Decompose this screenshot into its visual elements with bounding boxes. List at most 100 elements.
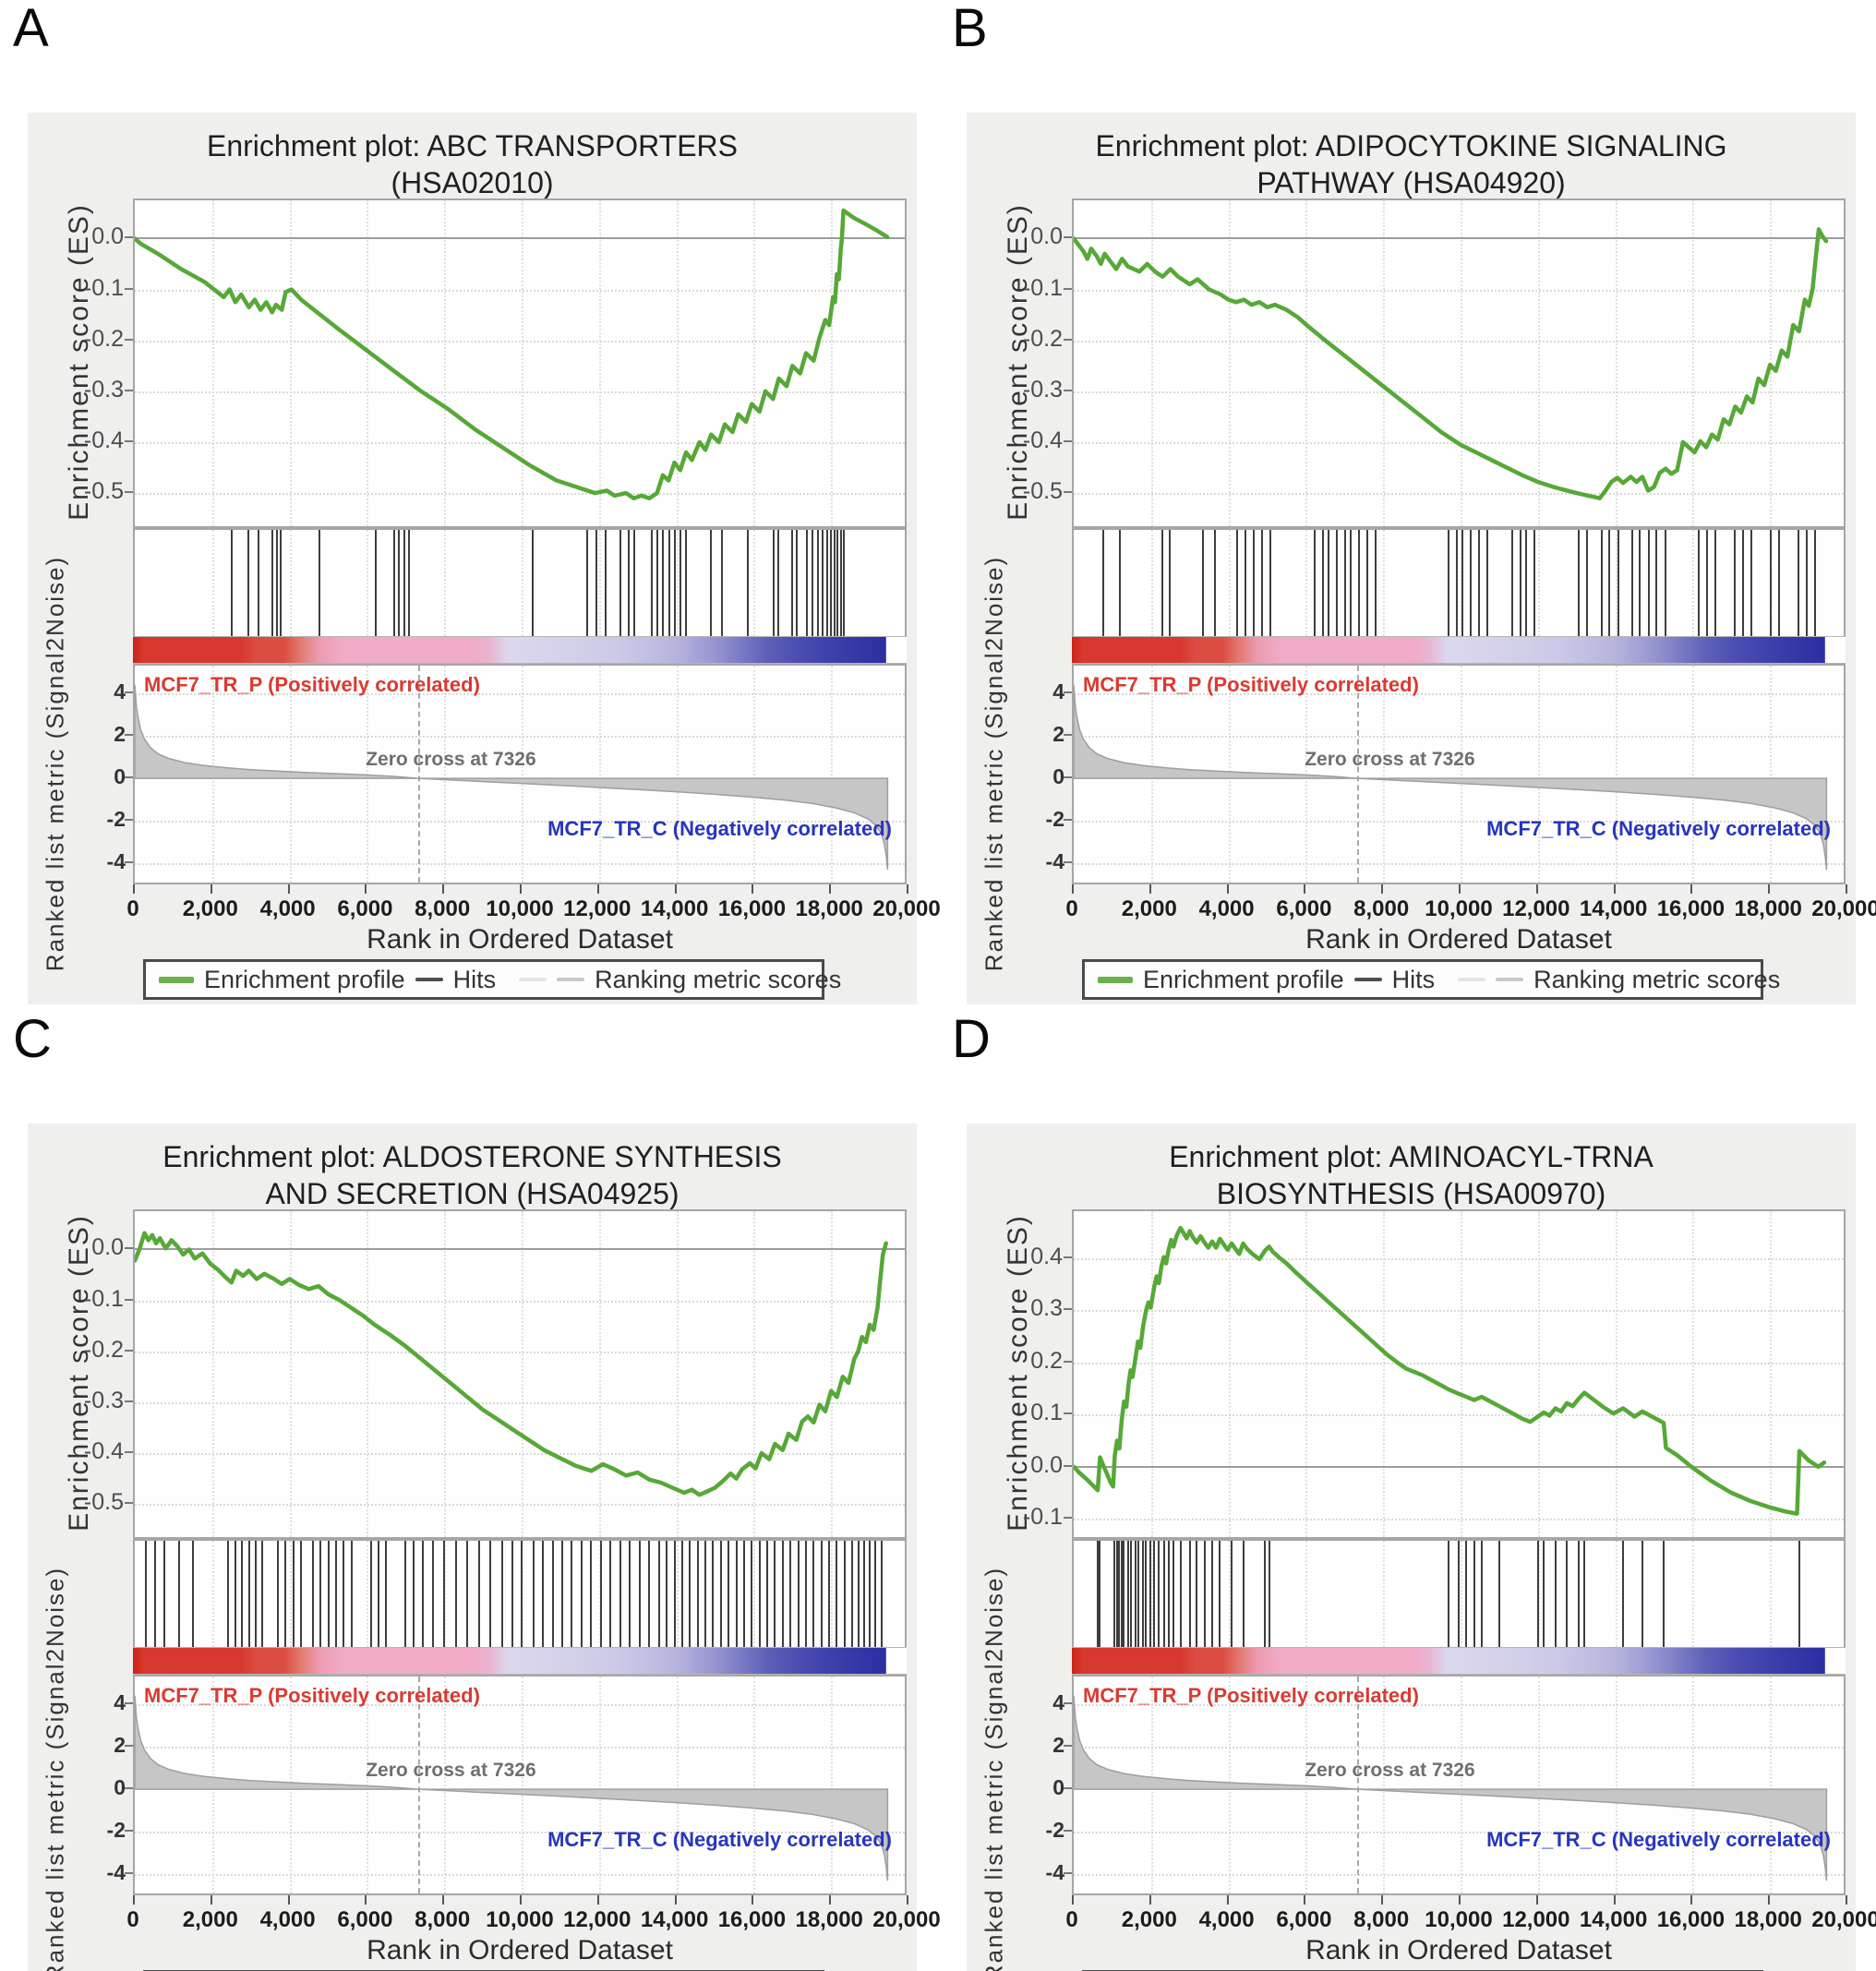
hit-tick [1101, 530, 1104, 636]
metric-ytick-mark [1064, 861, 1072, 864]
metric-ytick-label: -2 [1045, 1818, 1064, 1843]
hit-tick [1469, 530, 1472, 636]
x-tick-label: 0 [1065, 1907, 1078, 1932]
hit-tick [1213, 530, 1216, 636]
x-tick-mark [674, 884, 677, 894]
faint-swatch [1458, 978, 1486, 981]
x-tick-label: 0 [126, 896, 139, 921]
hit-tick [751, 1541, 753, 1647]
vertical-gridline [522, 1211, 523, 1537]
panel-wrap: B Enrichment plot: ADIPOCYTOKINE SIGNALI… [952, 2, 1876, 1008]
es-curve [135, 208, 890, 500]
hit-tick [638, 1541, 641, 1647]
x-tick-mark [1459, 1895, 1461, 1905]
x-tick-mark [907, 1895, 908, 1905]
vertical-gridline [598, 200, 601, 526]
es-ytick-mark [1064, 439, 1072, 442]
hit-tick [1158, 1541, 1160, 1647]
x-tick-mark [442, 884, 445, 894]
hit-tick [1096, 1541, 1099, 1647]
es-zero-line [135, 237, 905, 240]
x-tick-label: 6,000 [337, 1907, 393, 1932]
metric-ytick-mark [125, 734, 133, 737]
hit-tick [609, 1541, 612, 1647]
vertical-gridline [522, 530, 523, 636]
hit-tick [820, 1541, 823, 1647]
metric-ytick-mark [1064, 819, 1072, 822]
hit-tick [704, 1541, 707, 1647]
hit-tick [1188, 1541, 1191, 1647]
hit-tick [275, 530, 278, 636]
x-tick-label: 2,000 [1121, 896, 1177, 921]
rank-color-band [133, 636, 907, 664]
x-tick-label: 4,000 [259, 896, 316, 921]
vertical-gridline [1537, 1677, 1540, 1893]
hit-tick [1118, 1541, 1121, 1647]
faint-swatch [519, 978, 547, 981]
es-ytick-label: 0.0 [91, 1234, 124, 1261]
hit-tick [1336, 530, 1339, 636]
x-tick-label: 8,000 [1353, 896, 1410, 921]
hit-tick [1600, 530, 1603, 636]
hit-tick [696, 1541, 699, 1647]
hit-tick [162, 1541, 165, 1647]
ranking-metric-swatch [557, 978, 585, 981]
metric-ytick-mark [1064, 691, 1072, 693]
horizontal-gridline [135, 1747, 905, 1749]
zero-cross-line [417, 666, 420, 883]
hit-tick [443, 1541, 446, 1647]
hit-tick [377, 1541, 379, 1647]
horizontal-gridline [135, 441, 905, 444]
hit-tick [1145, 1541, 1148, 1647]
x-tick-mark [1535, 884, 1538, 894]
zero-cross-line [1356, 666, 1359, 883]
vertical-gridline [444, 1677, 447, 1893]
vertical-gridline [444, 200, 447, 526]
hit-tick [1481, 1541, 1484, 1647]
hit-tick [1655, 530, 1658, 636]
legend-ranking-metric: Ranking metric scores [1533, 965, 1781, 993]
horizontal-gridline [135, 391, 905, 393]
x-tick-label: 10,000 [486, 896, 554, 921]
vertical-gridline [289, 1211, 292, 1537]
hit-tick [284, 1541, 287, 1647]
ranking-metric-svg [1074, 1695, 1828, 1881]
vertical-gridline [1770, 666, 1773, 883]
x-tick-label: 12,000 [1502, 1907, 1570, 1932]
horizontal-gridline [135, 1874, 905, 1877]
hit-tick [350, 1541, 353, 1647]
metric-ytick-label: 2 [114, 722, 126, 747]
horizontal-gridline [1074, 1519, 1844, 1521]
hit-tick [1269, 530, 1271, 636]
hit-tick [1770, 530, 1773, 636]
es-ytick-mark [125, 236, 133, 239]
x-tick-label: 14,000 [1579, 896, 1648, 921]
ranked-metric-plot: MCF7_TR_P (Positively correlated) Zero cr… [1072, 664, 1846, 884]
es-axis-label: Enrichment score (ES) [64, 203, 94, 521]
hits-swatch [415, 978, 443, 981]
rank-color-band [1072, 636, 1846, 664]
metric-ytick-mark [125, 1787, 133, 1790]
positive-phenotype-label: MCF7_TR_P (Positively correlated) [144, 673, 480, 696]
hits-swatch [1353, 978, 1382, 981]
vertical-gridline [676, 1677, 679, 1893]
vertical-gridline [1305, 1541, 1308, 1647]
metric-ytick-mark [125, 1701, 133, 1704]
hit-tick [1741, 530, 1744, 636]
vertical-gridline [831, 530, 834, 636]
hit-tick [1211, 1541, 1213, 1647]
zero-cross-label: Zero cross at 7326 [366, 1760, 536, 1781]
es-ytick-mark [1064, 338, 1072, 341]
hit-tick [1169, 530, 1172, 636]
es-ytick-mark [1064, 1412, 1072, 1415]
x-tick-mark [1690, 884, 1693, 894]
hit-tick [851, 1541, 854, 1647]
plot-title-line1: Enrichment plot: ALDOSTERONE SYNTHESIS [162, 1140, 782, 1173]
enrichment-score-plot [133, 198, 907, 528]
es-ytick-mark [125, 1298, 133, 1301]
hit-tick [1814, 530, 1817, 636]
ranked-metric-plot: MCF7_TR_P (Positively correlated) Zero cr… [133, 664, 907, 884]
hit-tick [271, 530, 273, 636]
es-ytick-mark [1064, 1360, 1072, 1363]
x-tick-label: 0 [126, 1907, 139, 1932]
